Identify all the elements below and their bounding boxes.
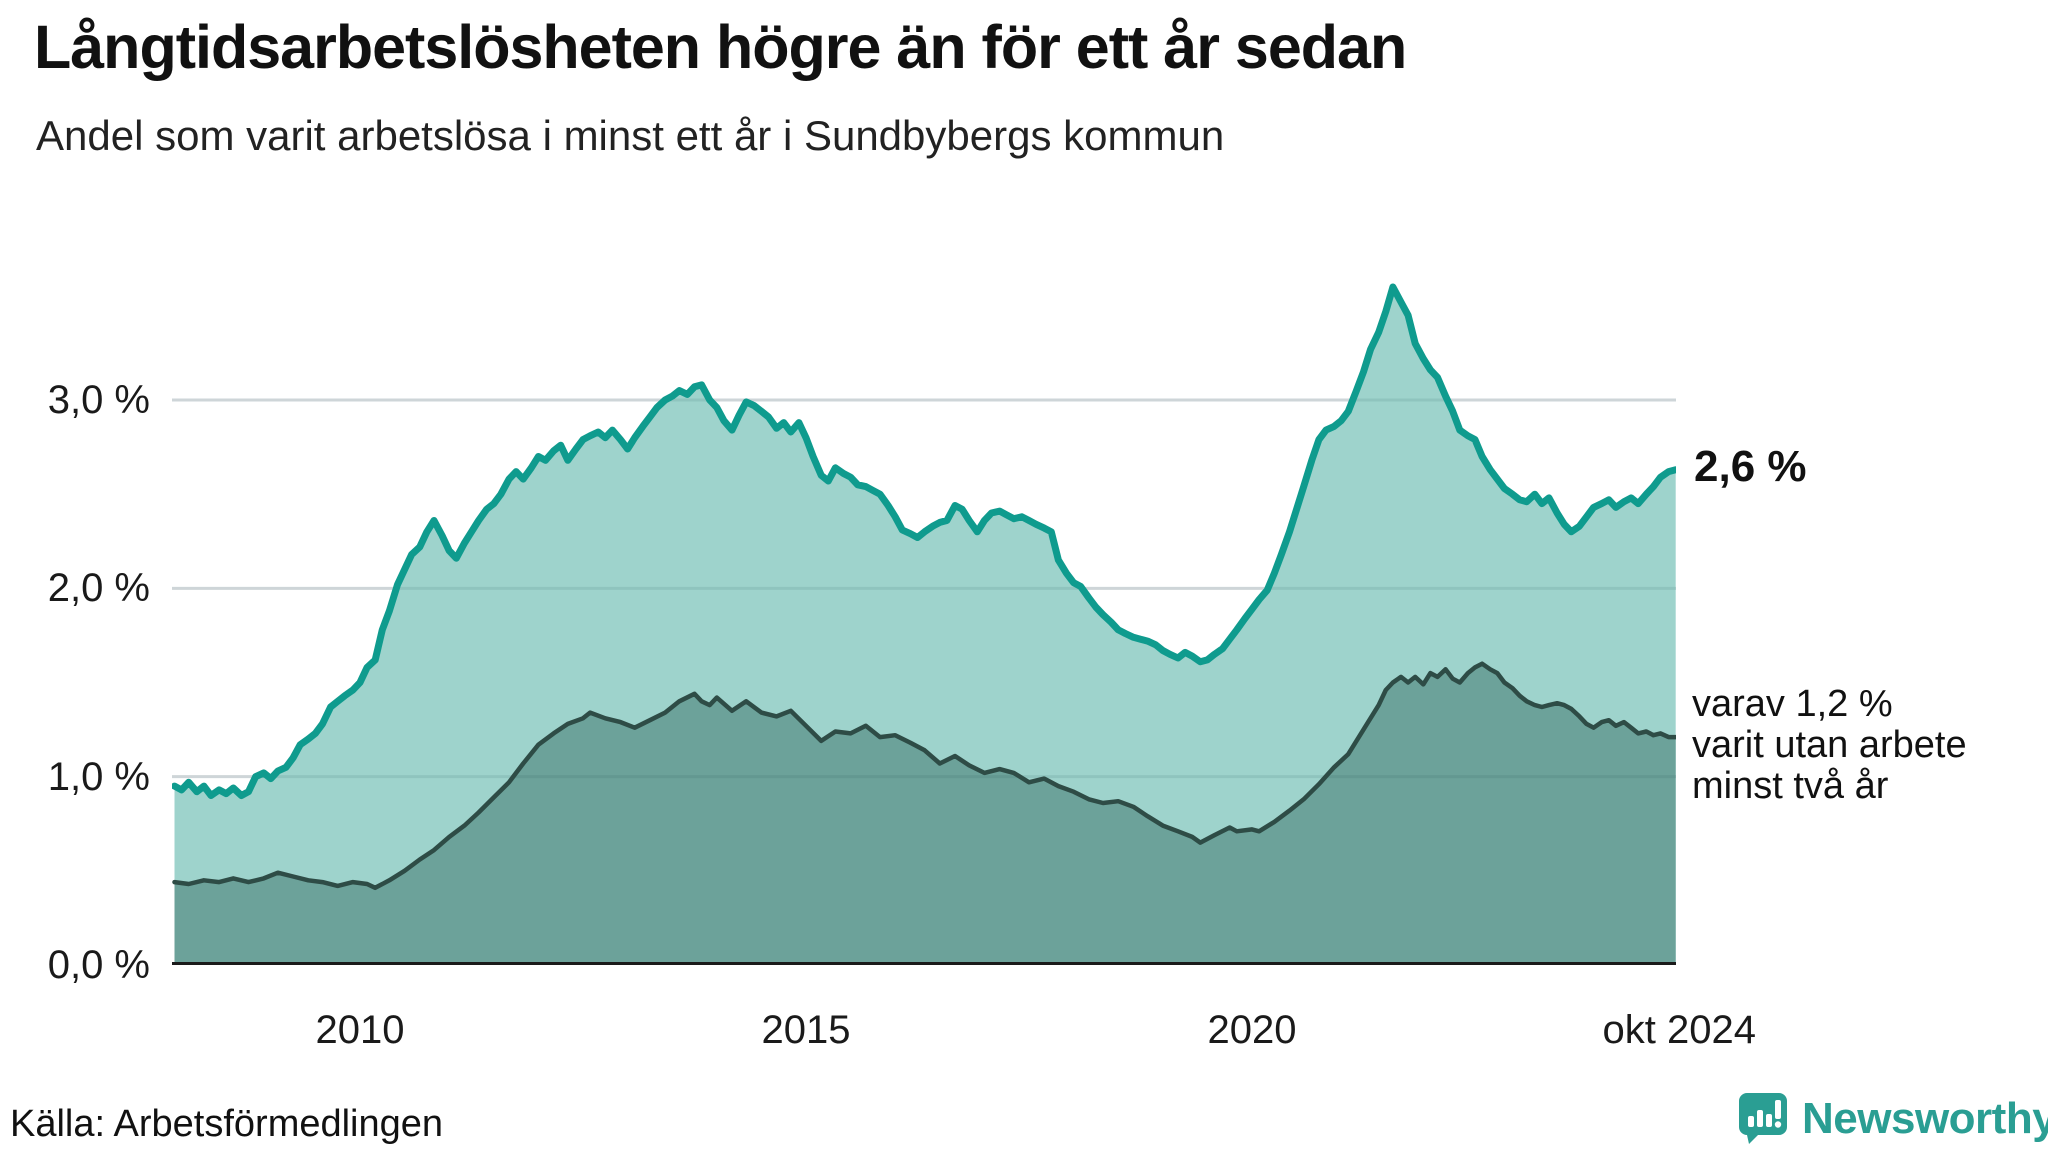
newsworthy-logo-icon <box>1739 1093 1787 1144</box>
area-chart <box>172 283 1676 965</box>
y-tick-label: 3,0 % <box>47 378 150 422</box>
two-year-line <box>172 661 1676 891</box>
total-line <box>172 283 1676 799</box>
x-tick-label: okt 2024 <box>1602 1008 1756 1052</box>
source-credit: Källa: Arbetsförmedlingen <box>10 1103 444 1145</box>
y-tick-label: 0,0 % <box>47 943 150 987</box>
newsworthy-logo-text: Newsworthy <box>1802 1094 2048 1143</box>
total-end-value-label: 2,6 % <box>1694 442 1807 491</box>
y-tick-label: 1,0 % <box>47 754 150 799</box>
x-tick-label: 2010 <box>315 1008 405 1052</box>
x-tick-label: 2015 <box>761 1008 851 1052</box>
page-title: Långtidsarbetslösheten högre än för ett … <box>34 13 1407 81</box>
two-year-annotation-line1: varav 1,2 % <box>1692 683 1893 725</box>
two-year-annotation: varav 1,2 % varit utan arbete minst två … <box>1692 684 1967 807</box>
two-year-annotation-line3: minst två år <box>1692 765 1889 807</box>
x-tick-label: 2020 <box>1207 1008 1297 1052</box>
gridlines-over-fill <box>172 398 1676 779</box>
newsworthy-logo: Newsworthy <box>1738 1092 2048 1146</box>
page-subtitle: Andel som varit arbetslösa i minst ett å… <box>36 112 1225 159</box>
two-year-annotation-line2: varit utan arbete <box>1692 724 1967 766</box>
y-tick-label: 2,0 % <box>47 566 150 611</box>
